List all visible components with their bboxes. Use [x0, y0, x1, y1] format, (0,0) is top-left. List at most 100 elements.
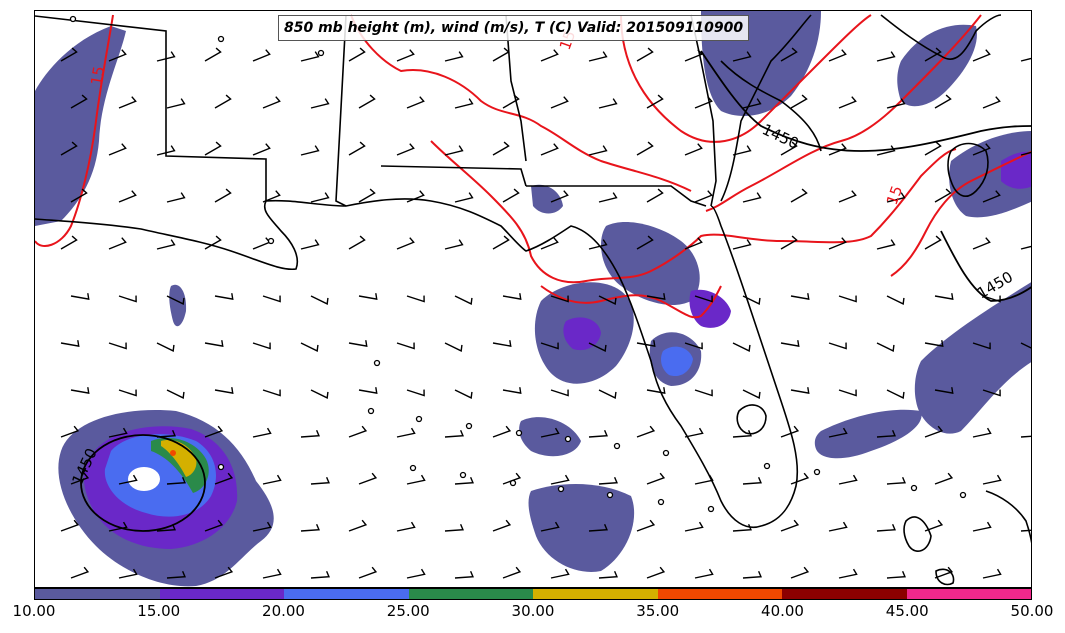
coast-bahamas-a [903, 516, 932, 552]
wind-barb [70, 387, 90, 394]
wind-barb [406, 295, 425, 303]
state-border-ms-al [335, 14, 347, 207]
wind-barb [502, 566, 522, 579]
wind-barb [972, 342, 991, 350]
wind-barb [982, 295, 1001, 303]
wind-barb [166, 98, 186, 109]
wind-barb [732, 239, 752, 250]
wind-barb [252, 143, 271, 156]
wind-barb [540, 143, 559, 156]
wind-barb [396, 143, 415, 156]
wind-barb [108, 521, 128, 532]
wind-barb [636, 425, 656, 438]
wind-barb [646, 566, 666, 579]
colorbar-segment [159, 589, 284, 599]
wind-barb [348, 47, 366, 62]
wind-barb [598, 98, 618, 109]
wind-barb [540, 521, 560, 532]
wind-barb [118, 568, 138, 579]
wind-barb [886, 389, 905, 399]
wind-barb [876, 239, 896, 250]
wind-barb [348, 235, 366, 250]
wind-barb [732, 51, 752, 62]
calm-wind-circle [415, 415, 423, 423]
temp-label-15-west: 15 [87, 65, 108, 87]
wind-barb [876, 51, 896, 62]
colorbar-tick-label: 15.00 [137, 602, 181, 620]
wind-barb [166, 476, 186, 485]
temp-contour-far-east [890, 150, 1031, 277]
wind-barb [1020, 529, 1031, 532]
colorbar-tick-label: 30.00 [511, 602, 555, 620]
wind-barb [886, 476, 906, 485]
wind-barb [934, 472, 954, 485]
wind-barb [310, 476, 330, 485]
wind-barb [492, 425, 512, 438]
wind-barb [780, 340, 800, 347]
wind-barb [214, 188, 232, 203]
colorbar [34, 588, 1032, 600]
wind-barb [876, 145, 896, 156]
shaded-area-ga [531, 184, 563, 214]
wind-barb [70, 293, 90, 300]
colorbar-tick-label: 45.00 [885, 602, 929, 620]
wind-barb [156, 429, 176, 438]
colorbar-segment [782, 589, 907, 599]
calm-wind-circle [657, 498, 665, 506]
wind-barb [358, 188, 376, 203]
calm-wind-circle [509, 479, 517, 487]
wind-barb [972, 143, 991, 156]
wind-barb [780, 47, 798, 62]
wind-barb [310, 389, 329, 399]
wind-barb [684, 521, 704, 532]
map-canvas: 1450 1450 1450 15 15 15 [35, 11, 1031, 587]
wind-barb [780, 519, 800, 532]
wind-barb [742, 570, 762, 579]
wind-barb [934, 566, 954, 579]
wind-barb [598, 570, 618, 579]
shaded-area-tampa-core [661, 346, 693, 377]
wind-barb [598, 389, 617, 399]
wind-barb [204, 340, 224, 347]
wind-barb [204, 47, 222, 62]
wind-barb [166, 570, 186, 579]
wind-barb [588, 145, 608, 156]
wind-barb [252, 49, 271, 62]
wind-barb [396, 427, 416, 438]
colorbar-tick-label: 10.00 [12, 602, 56, 620]
wind-barb [70, 472, 90, 485]
wind-barb [646, 293, 666, 300]
wind-barb [646, 472, 666, 485]
wind-barb [934, 293, 954, 300]
wind-barb [166, 192, 186, 203]
calm-wind-circle [557, 485, 565, 493]
wind-barb [636, 141, 654, 156]
calm-wind-circle [613, 442, 621, 450]
wind-barb [790, 387, 810, 394]
calm-wind-circle [267, 237, 275, 245]
temp-contour-east-big [705, 14, 982, 212]
wind-barb [828, 521, 848, 532]
wind-barb [60, 425, 80, 438]
state-border-al-ga [380, 165, 527, 187]
wind-barb [310, 192, 330, 203]
shaded-area-atlantic-band [814, 409, 922, 459]
coast-northeast [880, 14, 1002, 60]
wind-barb [70, 566, 90, 579]
wind-barb [636, 235, 654, 250]
wind-barb [684, 237, 703, 250]
wind-barb [742, 98, 762, 109]
shaded-area-hurricane-core [170, 450, 176, 456]
wind-barb [838, 295, 857, 303]
wind-barb [550, 190, 569, 203]
height-contour-hurricane [80, 434, 206, 532]
wind-barb [1020, 57, 1031, 62]
wind-barb [636, 519, 656, 532]
wind-barb [694, 190, 713, 203]
wind-barb [886, 192, 906, 203]
wind-barb [924, 141, 942, 156]
wind-barb [780, 425, 800, 438]
wind-barb [166, 389, 185, 399]
colorbar-tick-labels: 10.00 15.00 20.00 25.00 30.00 35.00 40.00 45.00… [0, 600, 1065, 630]
wind-barb [838, 389, 857, 397]
